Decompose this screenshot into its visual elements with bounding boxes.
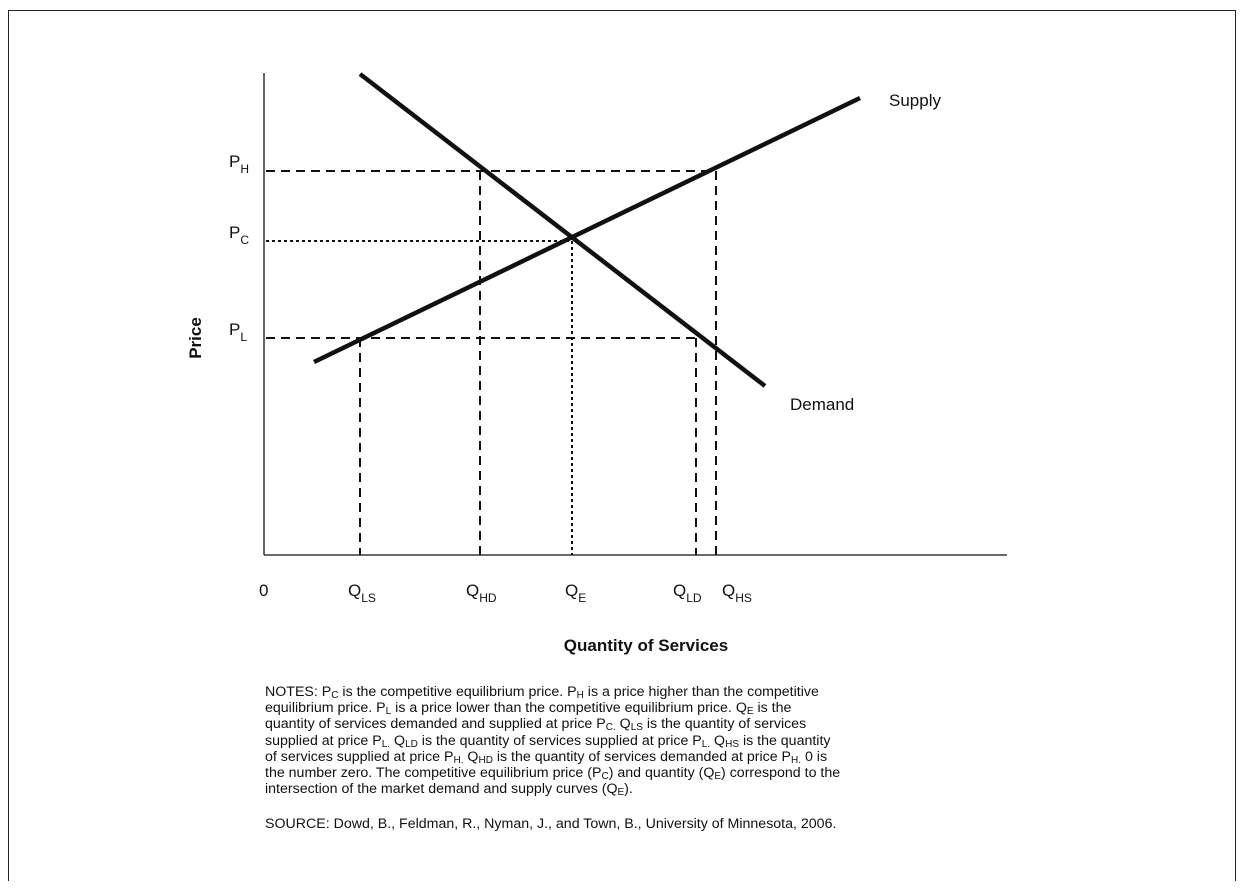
supply-curve bbox=[313, 95, 861, 365]
notes-subscript: H. bbox=[791, 754, 802, 766]
notes-subscript: L. bbox=[381, 738, 391, 750]
notes-subscript: H. bbox=[453, 754, 464, 766]
q-hd-label: QHD bbox=[466, 581, 497, 605]
q-ld-label: QLD bbox=[673, 581, 702, 605]
price-low-label: PL bbox=[229, 320, 247, 344]
price-high-label: PH bbox=[229, 152, 249, 176]
demand-curve bbox=[358, 72, 767, 388]
notes-subscript: HS bbox=[725, 738, 739, 750]
q-e-label: QE bbox=[565, 581, 586, 605]
origin-label: 0 bbox=[259, 581, 268, 600]
supply-label: Supply bbox=[889, 91, 941, 110]
notes-subscript: L. bbox=[701, 738, 711, 750]
figure-source: SOURCE: Dowd, B., Feldman, R., Nyman, J.… bbox=[265, 816, 837, 832]
notes-subscript: C. bbox=[605, 722, 616, 734]
notes-subscript: LS bbox=[630, 722, 643, 734]
notes-subscript: E bbox=[617, 787, 625, 799]
notes-subscript: E bbox=[714, 771, 722, 783]
x-axis-title: Quantity of Services bbox=[564, 636, 728, 655]
y-axis-title: Price bbox=[186, 317, 205, 359]
figure-frame bbox=[8, 10, 1236, 881]
notes-subscript: E bbox=[746, 706, 754, 718]
figure-notes: NOTES: PC is the competitive equilibrium… bbox=[265, 684, 841, 799]
notes-subscript: LD bbox=[405, 738, 418, 750]
q-hs-label: QHS bbox=[722, 581, 752, 605]
notes-subscript: L bbox=[385, 706, 392, 718]
notes-subscript: HD bbox=[478, 754, 493, 766]
notes-subscript: C bbox=[331, 690, 339, 701]
notes-subscript: H bbox=[576, 690, 584, 701]
price-competitive-label: PC bbox=[229, 223, 249, 247]
q-ls-label: QLS bbox=[348, 581, 376, 605]
demand-label: Demand bbox=[790, 395, 854, 414]
notes-subscript: C bbox=[601, 771, 609, 783]
